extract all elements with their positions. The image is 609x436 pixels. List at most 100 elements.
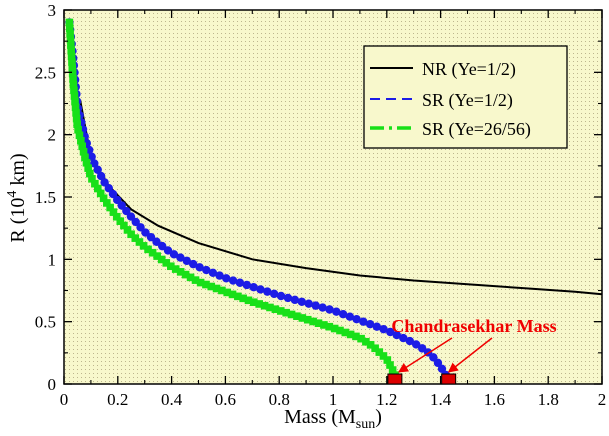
x-tick-label: 0.8 — [269, 390, 290, 409]
point-sr-2656 — [103, 199, 111, 207]
point-sr-2656 — [71, 97, 79, 106]
point-sr-half — [263, 287, 272, 296]
point-sr-half — [332, 307, 341, 316]
point-sr-half — [411, 340, 421, 349]
y-tick-label: 2 — [48, 126, 57, 145]
point-sr-2656 — [366, 341, 375, 349]
point-sr-half — [276, 291, 286, 301]
point-sr-half — [141, 228, 150, 237]
point-sr-2656 — [65, 24, 74, 32]
point-sr-2656 — [266, 303, 274, 312]
point-sr-half — [318, 303, 327, 312]
y-axis-label-close: km) — [7, 153, 29, 190]
y-tick-label: 1 — [48, 250, 57, 269]
point-sr-2656 — [320, 321, 328, 329]
point-sr-half — [87, 152, 96, 161]
x-axis-label-close: ) — [375, 406, 382, 428]
point-sr-half — [117, 201, 126, 210]
chandrasekhar-limit-marker — [387, 373, 403, 385]
point-sr-half — [131, 217, 140, 227]
y-tick-label: 2.5 — [35, 63, 56, 82]
point-sr-2656 — [250, 298, 258, 307]
point-sr-2656 — [69, 80, 78, 89]
point-sr-2656 — [131, 234, 140, 242]
point-sr-2656 — [66, 29, 74, 38]
point-sr-2656 — [86, 169, 94, 178]
point-sr-half — [417, 344, 427, 353]
point-sr-2656 — [223, 288, 232, 297]
point-sr-2656 — [186, 273, 195, 282]
chandrasekhar-limit-marker — [441, 373, 457, 385]
point-sr-2656 — [298, 314, 307, 322]
y-axis-label: R (104 km) — [5, 153, 29, 242]
legend: NR (Ye=1/2) SR (Ye=1/2) SR (Ye=26/56) — [363, 45, 568, 149]
point-sr-2656 — [388, 366, 397, 374]
y-axis-label-main: R (10 — [7, 198, 29, 243]
point-sr-2656 — [127, 230, 135, 239]
x-axis-label-subscript: sun — [356, 417, 375, 432]
point-sr-2656 — [88, 175, 96, 183]
point-sr-half — [108, 189, 118, 199]
point-sr-2656 — [70, 92, 79, 100]
point-sr-2656 — [153, 252, 161, 260]
point-sr-2656 — [371, 344, 379, 353]
x-axis-label-main: Mass (M — [284, 406, 356, 428]
point-sr-2656 — [93, 184, 102, 193]
x-tick-label: 0 — [60, 390, 69, 409]
y-tick-label: 1.5 — [35, 188, 56, 207]
point-sr-2656 — [75, 131, 84, 140]
point-sr-2656 — [123, 226, 132, 234]
point-sr-half — [113, 195, 122, 205]
point-sr-half — [352, 315, 361, 324]
point-sr-2656 — [239, 294, 247, 303]
legend-label-sr-half: SR (Ye=1/2) — [422, 90, 513, 111]
point-sr-2656 — [74, 125, 82, 134]
point-sr-half — [215, 271, 224, 280]
point-sr-2656 — [383, 356, 392, 364]
point-sr-half — [372, 322, 382, 331]
y-tick-label: 0.5 — [35, 313, 56, 332]
point-sr-2656 — [65, 18, 74, 27]
point-sr-2656 — [196, 278, 205, 287]
point-sr-2656 — [207, 282, 216, 291]
point-sr-2656 — [116, 217, 125, 225]
point-sr-half — [96, 171, 106, 181]
point-sr-2656 — [77, 136, 85, 145]
point-sr-2656 — [68, 63, 77, 72]
point-sr-half — [104, 184, 114, 193]
point-sr-half — [379, 325, 388, 334]
x-tick-label: 1.6 — [484, 390, 505, 409]
point-sr-2656 — [346, 330, 355, 339]
point-sr-2656 — [234, 292, 242, 301]
point-sr-2656 — [202, 280, 210, 289]
point-sr-half — [222, 274, 231, 283]
point-sr-2656 — [157, 255, 166, 264]
point-sr-2656 — [191, 276, 200, 284]
y-tick-label: 0 — [48, 375, 57, 394]
point-sr-2656 — [303, 315, 312, 324]
annotation-arrow — [398, 337, 453, 373]
point-sr-half — [283, 293, 293, 303]
point-sr-2656 — [212, 284, 221, 293]
point-sr-2656 — [68, 69, 77, 78]
point-sr-half — [195, 263, 204, 272]
point-sr-half — [169, 250, 179, 259]
point-sr-half — [311, 301, 320, 310]
point-sr-2656 — [67, 52, 76, 61]
point-sr-half — [235, 278, 245, 287]
point-sr-2656 — [379, 352, 388, 360]
point-sr-2656 — [106, 203, 114, 212]
x-tick-label: 1.8 — [538, 390, 559, 409]
point-sr-half — [126, 212, 136, 221]
point-sr-2656 — [228, 290, 237, 299]
point-sr-2656 — [99, 194, 108, 203]
point-sr-2656 — [112, 212, 121, 221]
point-sr-half — [93, 165, 102, 174]
point-sr-2656 — [276, 307, 285, 315]
point-sr-2656 — [69, 75, 77, 83]
x-tick-label: 1 — [329, 390, 338, 409]
point-sr-2656 — [162, 259, 171, 267]
point-sr-2656 — [282, 308, 290, 317]
point-sr-2656 — [72, 114, 81, 123]
point-sr-2656 — [148, 248, 157, 257]
